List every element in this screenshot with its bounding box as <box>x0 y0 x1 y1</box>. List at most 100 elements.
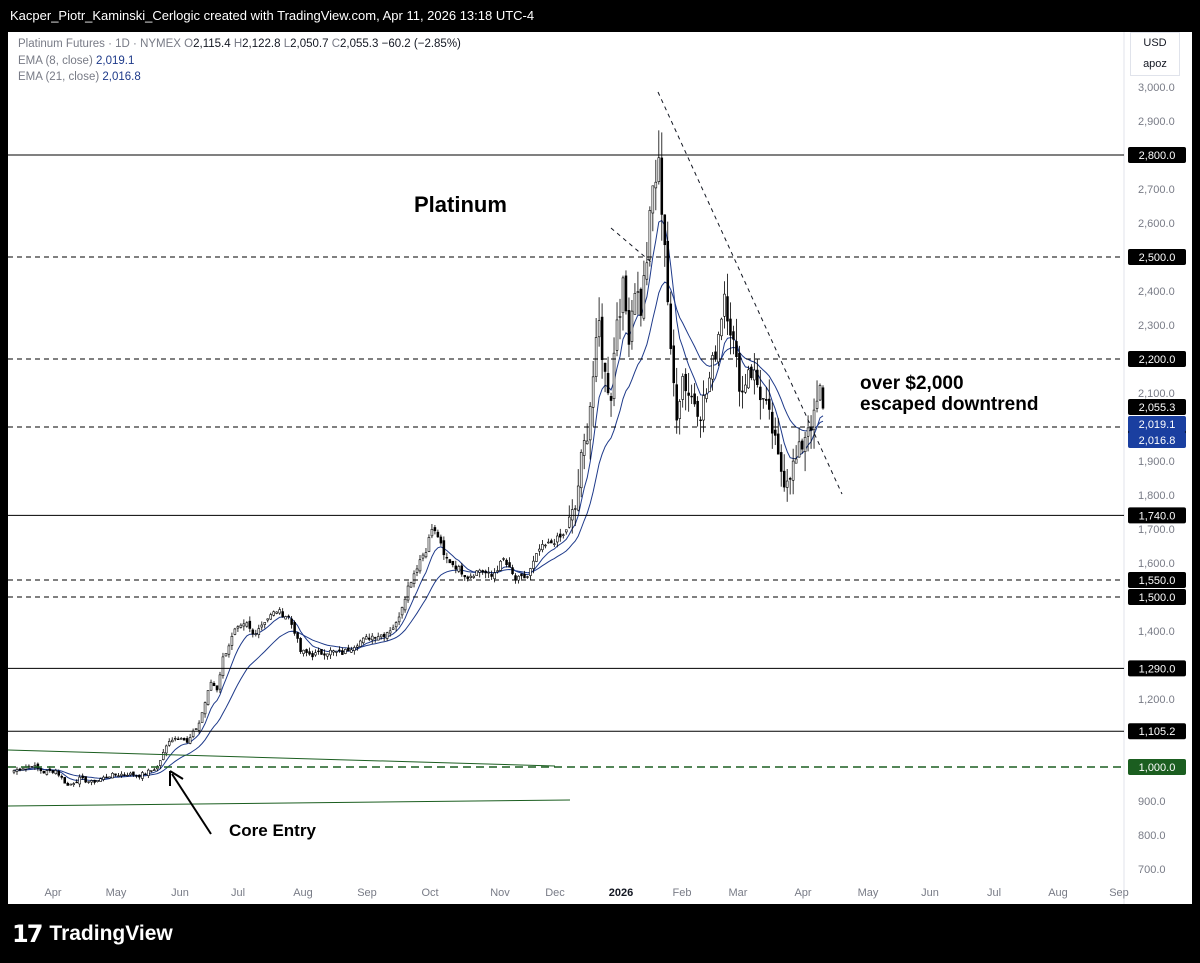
candle-body <box>690 395 693 398</box>
level-label: 2,800.0 <box>1139 150 1176 162</box>
candle-body <box>433 527 437 532</box>
candle-body <box>239 624 243 628</box>
candle <box>717 331 720 367</box>
wedge-top-line <box>7 749 556 767</box>
candle-body <box>520 573 523 577</box>
candle-body <box>675 384 678 421</box>
candle-body <box>412 573 416 584</box>
candle <box>338 646 341 653</box>
candle-body <box>57 770 61 776</box>
candle <box>42 770 46 774</box>
candle-body <box>663 214 667 246</box>
candle-body <box>329 649 332 656</box>
candle <box>159 760 162 769</box>
candle <box>541 539 544 553</box>
candle-body <box>424 552 428 558</box>
legend-o-label: O <box>184 38 194 50</box>
candle <box>735 318 738 368</box>
candle-body <box>553 543 556 545</box>
candle <box>245 621 249 628</box>
tradingview-wordmark: TradingView <box>49 922 173 945</box>
candle-body <box>320 649 323 655</box>
candle <box>821 385 825 410</box>
y-tick-label: 800.0 <box>1138 830 1166 842</box>
y-tick-label: 1,600.0 <box>1138 558 1175 570</box>
candle <box>87 781 90 784</box>
candle <box>356 643 359 651</box>
price-label: 2,019.1 <box>1139 419 1176 431</box>
candle <box>553 538 556 548</box>
candle-body <box>21 768 25 771</box>
candle <box>394 621 398 632</box>
candle-body <box>687 392 690 396</box>
candle <box>117 773 120 778</box>
candle-body <box>96 780 99 783</box>
candle-body <box>493 572 496 580</box>
core-entry-arrow <box>171 773 212 835</box>
candle-body <box>609 396 613 401</box>
candle-body <box>257 628 261 635</box>
candle <box>699 416 702 438</box>
candle-body <box>421 554 425 559</box>
candle <box>326 653 329 660</box>
candle <box>179 737 183 740</box>
candle <box>514 573 517 584</box>
candle-body <box>72 783 75 785</box>
x-tick-label: Apr <box>44 887 61 899</box>
candle-body <box>636 291 640 293</box>
legend-ema21-row[interactable]: EMA (21, close) 2,016.8 <box>18 69 461 86</box>
candle-body <box>382 633 386 638</box>
candle <box>690 384 693 404</box>
candle <box>615 302 619 357</box>
candle-body <box>559 533 562 538</box>
candle <box>776 417 780 455</box>
candle <box>257 624 261 639</box>
candle-body <box>93 779 96 783</box>
chart-annotation: Core Entry <box>229 821 316 840</box>
candle-body <box>475 570 478 576</box>
candle-body <box>391 627 395 630</box>
candle-body <box>648 210 652 260</box>
candle <box>729 302 732 355</box>
y-tick-label: 2,300.0 <box>1138 320 1175 332</box>
candle-body <box>39 768 43 772</box>
candle <box>532 555 535 574</box>
legend-low: 2,050.7 <box>290 38 329 50</box>
candle <box>123 772 126 777</box>
candle <box>397 612 401 626</box>
chart-area[interactable] <box>8 32 1192 904</box>
candle <box>364 633 368 640</box>
candle-body <box>221 656 225 677</box>
tradingview-logo[interactable]: 17 TradingView <box>12 919 173 949</box>
candle-body <box>129 772 132 776</box>
candle <box>132 771 135 777</box>
currency-unit[interactable]: USD <box>1143 37 1167 49</box>
candle <box>818 383 822 401</box>
candle <box>335 650 338 657</box>
candle <box>308 647 311 656</box>
candle-body <box>538 548 541 552</box>
legend-ema21-label: EMA (21, close) <box>18 71 100 83</box>
candle-body <box>218 674 222 690</box>
candle-body <box>508 562 511 568</box>
currency-selector[interactable]: USD apoz <box>1130 32 1180 76</box>
legend-ema21-value: 2,016.8 <box>102 71 141 83</box>
candle-body <box>188 737 192 744</box>
candle <box>278 607 281 615</box>
candle-body <box>767 398 771 410</box>
legend-ema8-row[interactable]: EMA (8, close) 2,019.1 <box>18 53 461 70</box>
candle-body <box>18 768 22 771</box>
candle-body <box>159 760 162 766</box>
y-tick-label: 2,100.0 <box>1138 388 1175 400</box>
candle-body <box>281 611 284 618</box>
candle-body <box>296 632 299 639</box>
candle <box>248 616 252 633</box>
candle-body <box>123 774 126 776</box>
candle <box>209 679 213 691</box>
candle <box>579 449 583 498</box>
candle <box>93 779 96 785</box>
candle-body <box>654 181 658 189</box>
candle-body <box>63 777 67 784</box>
candle-body <box>376 636 380 641</box>
